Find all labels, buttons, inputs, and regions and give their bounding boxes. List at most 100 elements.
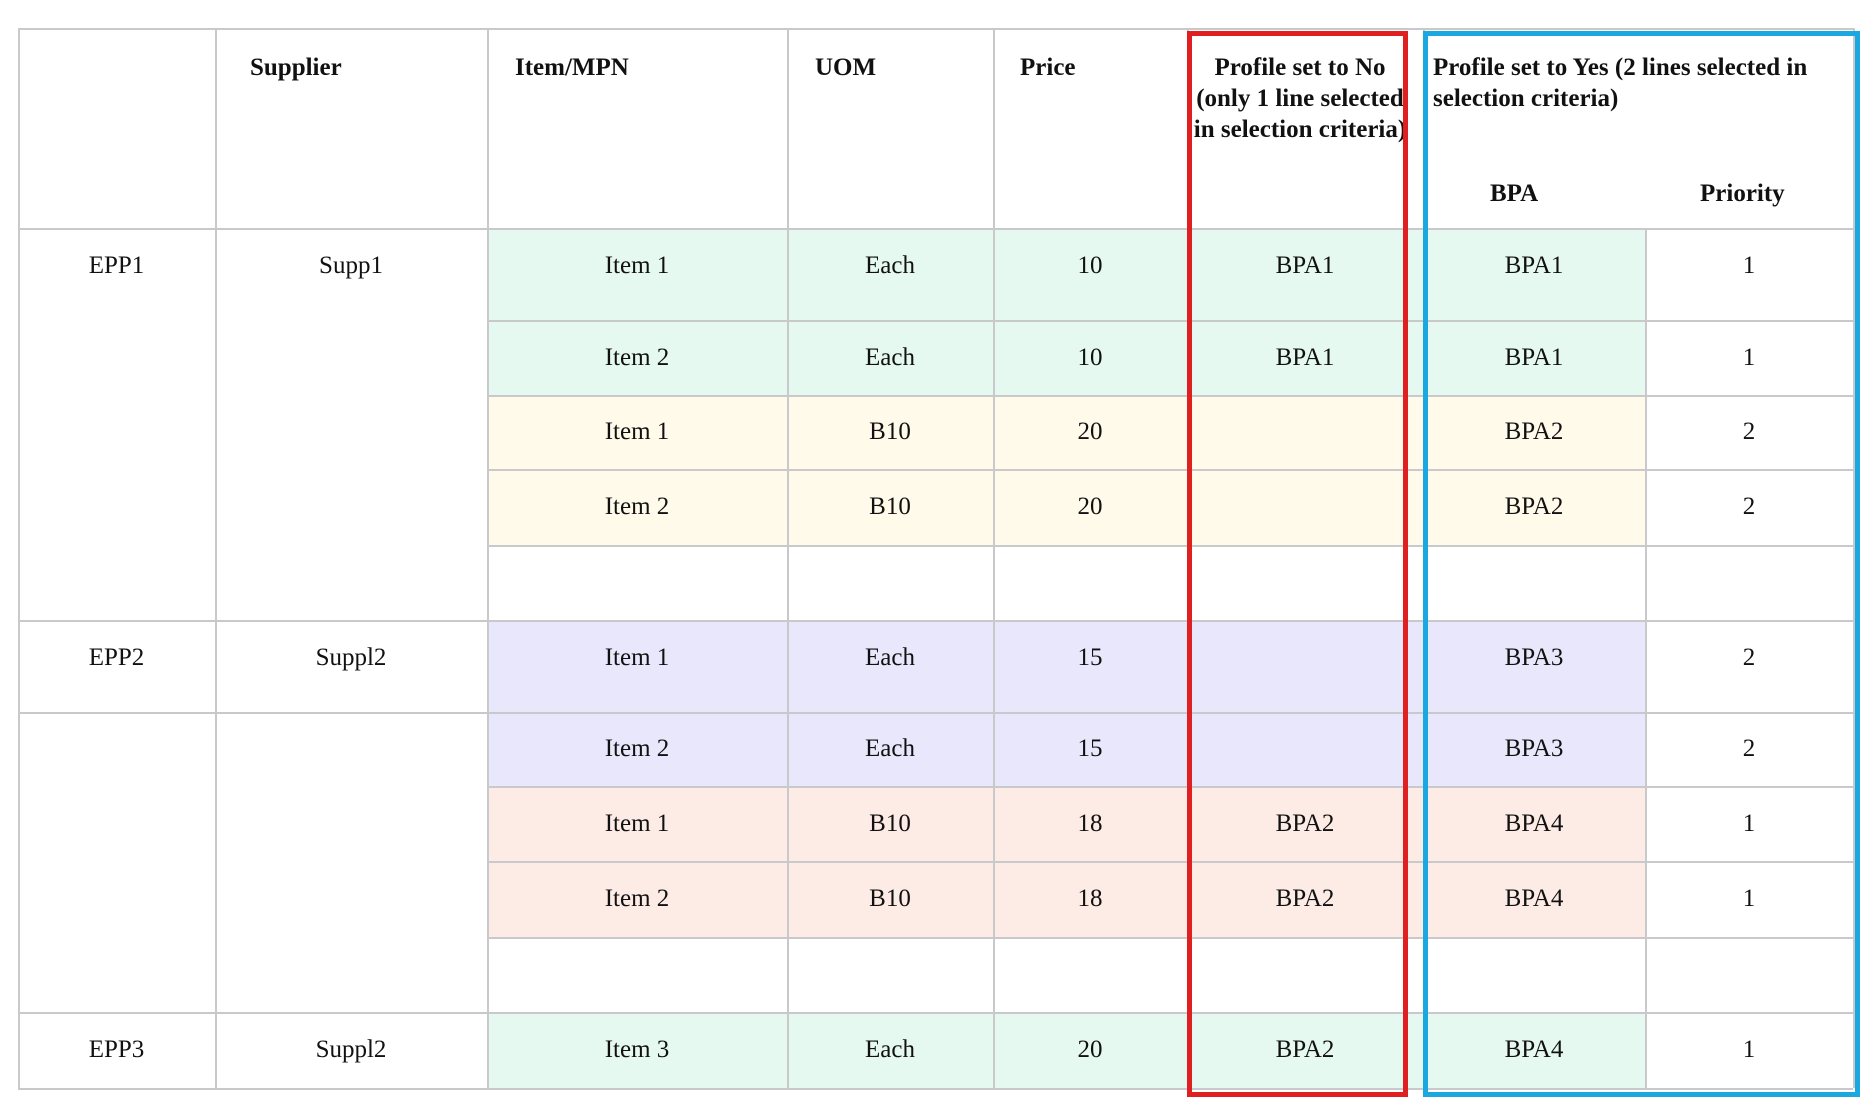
- row-highlight: [487, 228, 1645, 320]
- supplier-cell: [215, 545, 487, 620]
- price-cell: [993, 545, 1187, 620]
- epp-cell: [18, 469, 215, 544]
- price-cell: 18: [1077, 809, 1103, 837]
- price-cell: 15: [1077, 735, 1103, 762]
- price-cell: 20: [1077, 492, 1103, 520]
- item-cell: Item 1: [604, 809, 670, 837]
- row-highlight: [487, 1012, 1645, 1088]
- item-cell: Item 2: [604, 884, 670, 912]
- bpa-profile-no-cell: BPA1: [1275, 251, 1335, 279]
- uom-cell: B10: [869, 492, 911, 520]
- supplier-cell: [215, 937, 487, 1012]
- bpa-profile-yes-cell: BPA1: [1504, 343, 1564, 371]
- priority-cell: 2: [1742, 735, 1756, 762]
- uom-cell: B10: [869, 809, 911, 837]
- bpa-profile-yes-cell: BPA3: [1504, 643, 1564, 671]
- header-profile-yes: Profile set to Yes (2 lines selected in …: [1433, 54, 1808, 112]
- header-supplier: Supplier: [250, 54, 342, 81]
- column-divider: [1645, 228, 1647, 1088]
- bpa-profile-yes-cell: BPA3: [1504, 735, 1564, 762]
- row-divider: [487, 395, 1853, 397]
- row-divider: [487, 320, 1853, 322]
- header-profile-no: Profile set to No (only 1 line selected …: [1193, 54, 1407, 143]
- price-cell: 20: [1077, 418, 1103, 445]
- epp-cell: EPP2: [88, 643, 145, 671]
- supplier-cell: [215, 712, 487, 786]
- uom-cell: [787, 937, 993, 1012]
- row-divider: [487, 469, 1853, 471]
- epp-cell: [18, 320, 215, 395]
- column-divider: [993, 28, 995, 1088]
- uom-cell: [787, 545, 993, 620]
- row-highlight: [487, 620, 1645, 712]
- epp-cell: [18, 545, 215, 620]
- epp-cell: [18, 937, 215, 1012]
- column-divider: [18, 28, 20, 1088]
- bpa-profile-no-cell: [1187, 937, 1423, 1012]
- row-highlight: [487, 469, 1645, 545]
- column-divider: [487, 28, 489, 1088]
- supplier-cell: Suppl2: [315, 643, 387, 671]
- bpa-profile-no-cell: BPA2: [1275, 1035, 1335, 1063]
- priority-cell: [1645, 937, 1853, 1012]
- row-divider: [487, 786, 1853, 788]
- price-cell: 20: [1077, 1035, 1103, 1063]
- row-highlight: [487, 786, 1645, 861]
- epp-cell: [18, 861, 215, 936]
- priority-cell: 1: [1742, 251, 1756, 279]
- uom-cell: Each: [865, 735, 915, 762]
- epp-cell: EPP3: [88, 1035, 145, 1063]
- priority-cell: [1645, 545, 1853, 620]
- price-cell: 10: [1077, 343, 1103, 371]
- bpa-profile-no-cell: [1187, 620, 1423, 695]
- item-cell: Item 1: [604, 418, 670, 445]
- item-cell: Item 2: [604, 343, 670, 371]
- row-divider: [18, 1012, 1853, 1014]
- row-highlight: [487, 861, 1645, 937]
- row-divider: [18, 712, 1853, 714]
- column-divider: [787, 28, 789, 1088]
- header-priority: Priority: [1700, 180, 1785, 207]
- supplier-cell: [215, 395, 487, 469]
- row-divider: [18, 620, 1853, 622]
- supplier-cell: [215, 320, 487, 395]
- supplier-cell: [215, 861, 487, 936]
- column-divider: [215, 28, 217, 1088]
- row-highlight: [487, 320, 1645, 395]
- bpa-profile-yes-cell: BPA4: [1504, 884, 1564, 912]
- item-cell: Item 3: [604, 1035, 670, 1063]
- bpa-profile-no-cell: [1187, 469, 1423, 544]
- uom-cell: Each: [865, 1035, 915, 1063]
- bpa-profile-yes-cell: BPA4: [1504, 1035, 1564, 1063]
- item-cell: [487, 937, 787, 1012]
- header-bpa: BPA: [1490, 180, 1539, 207]
- uom-cell: Each: [865, 251, 915, 279]
- priority-cell: 2: [1742, 418, 1756, 445]
- price-cell: 18: [1077, 884, 1103, 912]
- column-divider: [1187, 28, 1189, 1088]
- column-divider: [1423, 28, 1425, 1088]
- priority-cell: 1: [1742, 809, 1756, 837]
- bpa-profile-no-cell: BPA2: [1275, 809, 1335, 837]
- item-cell: Item 1: [604, 643, 670, 671]
- bpa-profile-no-cell: [1187, 712, 1423, 786]
- price-cell: 10: [1077, 251, 1103, 279]
- bpa-profile-no-cell: BPA1: [1275, 343, 1335, 371]
- header-price: Price: [1020, 54, 1076, 81]
- supplier-cell: [215, 786, 487, 861]
- header-bottom-border: [18, 228, 1853, 230]
- price-cell: [993, 937, 1187, 1012]
- bpa-profile-no-cell: [1187, 545, 1423, 620]
- bpa-profile-yes-cell: BPA2: [1504, 492, 1564, 520]
- header-uom: UOM: [815, 54, 877, 81]
- epp-cell: [18, 712, 215, 786]
- priority-cell: 1: [1742, 1035, 1756, 1063]
- item-cell: [487, 545, 787, 620]
- row-divider: [18, 1088, 1853, 1090]
- priority-cell: 2: [1742, 492, 1756, 520]
- row-divider: [487, 545, 1853, 547]
- item-cell: Item 1: [604, 251, 670, 279]
- column-divider: [1853, 28, 1855, 1088]
- item-cell: Item 2: [604, 492, 670, 520]
- epp-cell: [18, 395, 215, 469]
